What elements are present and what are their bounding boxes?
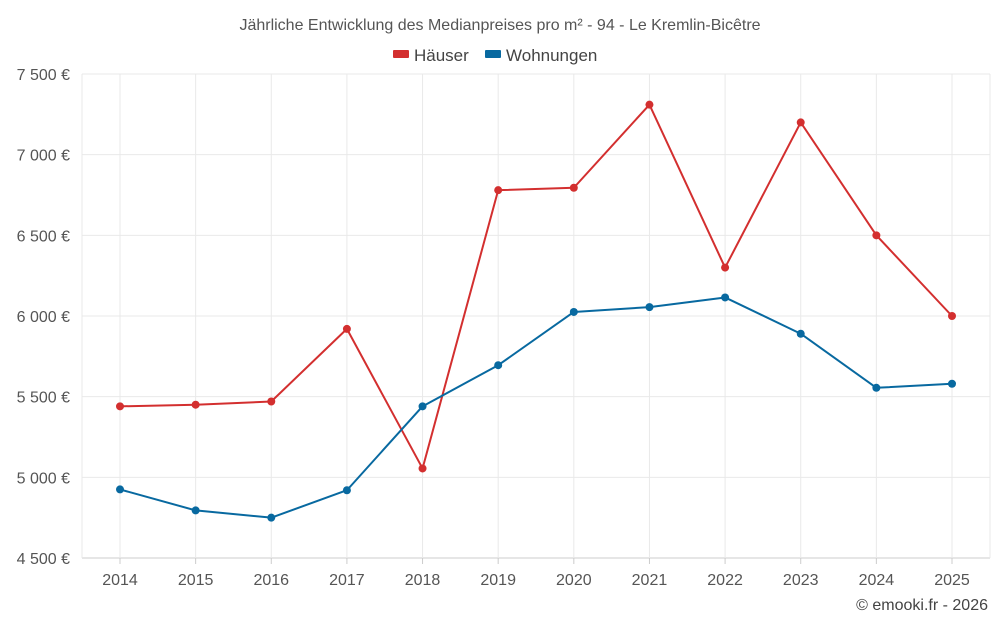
- x-tick-label: 2021: [632, 572, 668, 589]
- data-point-wohnungen[interactable]: [267, 514, 275, 522]
- line-chart: Jährliche Entwicklung des Medianpreises …: [0, 0, 1000, 625]
- data-point-haeuser[interactable]: [494, 186, 502, 194]
- data-point-wohnungen[interactable]: [419, 402, 427, 410]
- y-tick-label: 7 500 €: [17, 67, 70, 84]
- x-tick-label: 2017: [329, 572, 365, 589]
- data-point-wohnungen[interactable]: [872, 384, 880, 392]
- legend-label-haeuser: Häuser: [414, 46, 469, 65]
- x-axis-ticks: 2014 2015 2016 2017 2018 2019 2020 2021 2022 2023…: [102, 572, 970, 589]
- x-tick-label: 2024: [859, 572, 895, 589]
- x-tick-label: 2025: [934, 572, 970, 589]
- legend-item-wohnungen[interactable]: Wohnungen: [485, 46, 597, 65]
- x-tick-label: 2020: [556, 572, 592, 589]
- y-tick-label: 6 000 €: [17, 309, 70, 326]
- chart-title: Jährliche Entwicklung des Medianpreises …: [239, 17, 760, 34]
- series-line-haeuser: [120, 105, 952, 469]
- y-tick-label: 5 000 €: [17, 470, 70, 487]
- x-tick-label: 2022: [707, 572, 743, 589]
- data-point-haeuser[interactable]: [419, 464, 427, 472]
- y-tick-label: 5 500 €: [17, 390, 70, 407]
- x-tick-label: 2016: [253, 572, 289, 589]
- series-line-wohnungen: [120, 297, 952, 517]
- data-point-haeuser[interactable]: [872, 231, 880, 239]
- data-point-haeuser[interactable]: [948, 312, 956, 320]
- data-point-wohnungen[interactable]: [116, 485, 124, 493]
- data-point-haeuser[interactable]: [343, 325, 351, 333]
- data-point-wohnungen[interactable]: [192, 506, 200, 514]
- data-point-wohnungen[interactable]: [494, 361, 502, 369]
- data-point-wohnungen[interactable]: [570, 308, 578, 316]
- legend-swatch-haeuser: [393, 50, 409, 58]
- x-tick-label: 2019: [480, 572, 516, 589]
- data-point-wohnungen[interactable]: [645, 303, 653, 311]
- y-tick-label: 7 000 €: [17, 148, 70, 165]
- data-point-haeuser[interactable]: [570, 184, 578, 192]
- data-point-haeuser[interactable]: [721, 264, 729, 272]
- x-tick-label: 2015: [178, 572, 214, 589]
- legend-label-wohnungen: Wohnungen: [506, 46, 597, 65]
- y-tick-label: 4 500 €: [17, 551, 70, 568]
- data-point-wohnungen[interactable]: [948, 380, 956, 388]
- y-tick-label: 6 500 €: [17, 228, 70, 245]
- y-axis-ticks: 4 500 € 5 000 € 5 500 € 6 000 € 6 500 € 7 000…: [17, 67, 70, 568]
- data-point-haeuser[interactable]: [797, 118, 805, 126]
- data-point-wohnungen[interactable]: [343, 486, 351, 494]
- legend-item-haeuser[interactable]: Häuser: [393, 46, 469, 65]
- credit-text: © emooki.fr - 2026: [856, 597, 988, 614]
- data-point-haeuser[interactable]: [116, 402, 124, 410]
- x-tick-label: 2023: [783, 572, 819, 589]
- grid: [82, 74, 990, 564]
- legend-swatch-wohnungen: [485, 50, 501, 58]
- data-point-haeuser[interactable]: [192, 401, 200, 409]
- series-group: [116, 101, 956, 522]
- data-point-wohnungen[interactable]: [797, 330, 805, 338]
- data-point-wohnungen[interactable]: [721, 293, 729, 301]
- x-tick-label: 2018: [405, 572, 441, 589]
- x-tick-label: 2014: [102, 572, 138, 589]
- data-point-haeuser[interactable]: [267, 398, 275, 406]
- legend: Häuser Wohnungen: [393, 46, 597, 65]
- data-point-haeuser[interactable]: [645, 101, 653, 109]
